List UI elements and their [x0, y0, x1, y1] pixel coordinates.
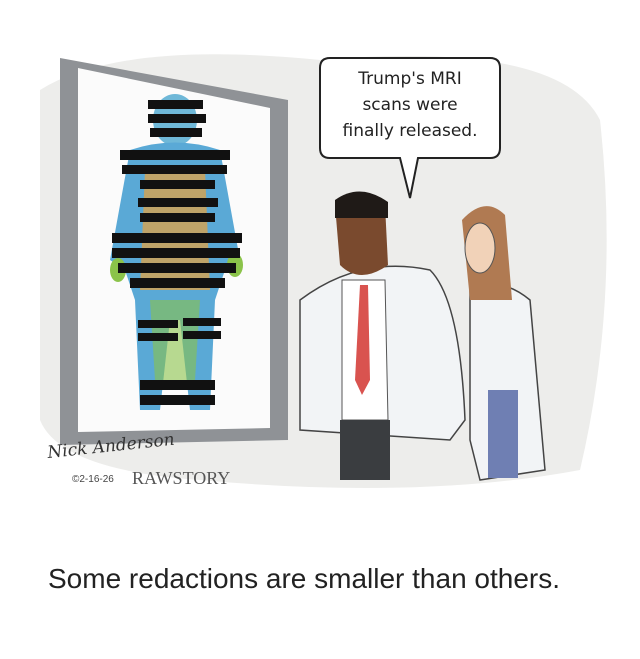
caption: Some redactions are smaller than others. [48, 563, 561, 594]
redaction-bars [112, 100, 242, 405]
doctor-woman [462, 206, 546, 481]
doctor-man [299, 191, 466, 480]
bubble-line: finally released. [343, 121, 478, 141]
bubble-line: Trump's MRI [357, 69, 461, 89]
speech-bubble [319, 57, 501, 199]
cartoon: Trump's MRI scans were finally released.… [40, 54, 607, 489]
bubble-line: scans were [362, 95, 457, 115]
signature-date: ©2-16-26 [72, 474, 114, 485]
publisher: RAWSTORY [132, 468, 230, 488]
